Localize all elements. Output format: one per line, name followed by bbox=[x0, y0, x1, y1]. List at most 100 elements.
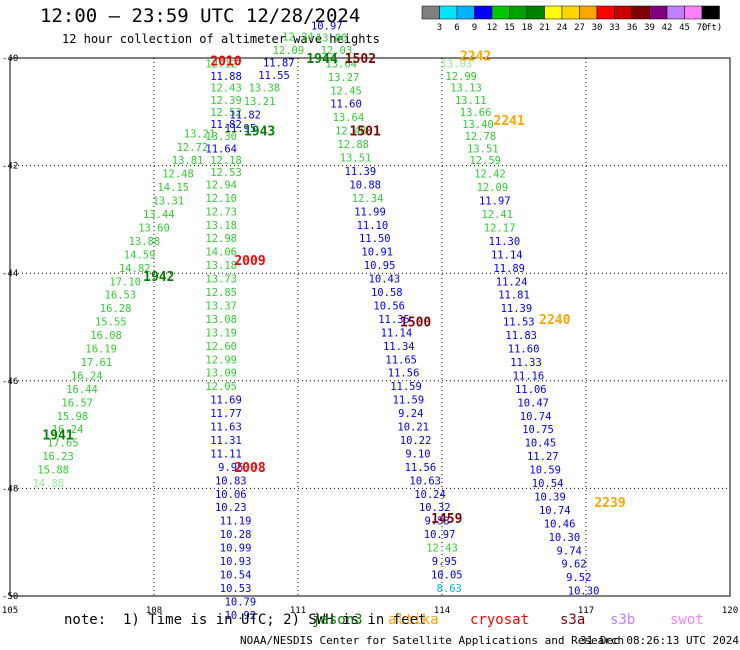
colorbar-swatch bbox=[544, 5, 563, 20]
swh-point-label: 12.24 bbox=[282, 31, 314, 43]
time-label: 2239 bbox=[594, 496, 625, 511]
time-label: 1944 bbox=[306, 52, 337, 67]
swh-point-label: 11.39 bbox=[345, 166, 377, 178]
swh-point-label: 16.08 bbox=[90, 330, 122, 342]
swh-point-label: 11.59 bbox=[390, 381, 422, 393]
swh-point-label: 12.72 bbox=[177, 142, 209, 154]
swh-point-label: 13.51 bbox=[340, 153, 372, 165]
swh-point-label: 10.24 bbox=[414, 489, 446, 501]
swh-point-label: 14.06 bbox=[205, 247, 237, 259]
colorbar-tick-label: 6 bbox=[454, 23, 459, 33]
swh-point-label: 13.66 bbox=[460, 107, 492, 119]
legend-jason3: jason3 bbox=[312, 612, 363, 628]
colorbar-swatch bbox=[649, 5, 668, 20]
colorbar-tick-label: 18 bbox=[522, 23, 533, 33]
time-label: 2010 bbox=[210, 55, 241, 70]
swh-point-label: 12.43 bbox=[426, 543, 458, 555]
swh-point-label: 10.74 bbox=[520, 411, 552, 423]
x-tick-label: 105 bbox=[2, 606, 18, 616]
colorbar-swatch bbox=[526, 5, 545, 20]
swh-point-label: 10.63 bbox=[409, 475, 441, 487]
swh-point-label: 12.43 bbox=[210, 83, 242, 95]
swh-point-label: 12.17 bbox=[484, 222, 516, 234]
swh-point-label: 11.60 bbox=[508, 344, 540, 356]
swh-point-label: 16.24 bbox=[52, 424, 84, 436]
swh-point-label: 13.60 bbox=[138, 222, 170, 234]
swh-point-label: 11.97 bbox=[479, 196, 511, 208]
colorbar-tick-label: 30 bbox=[592, 23, 603, 33]
colorbar-tick-label: 27 bbox=[574, 23, 585, 33]
swh-point-label: 12.99 bbox=[445, 71, 477, 83]
swh-point-label: 13.81 bbox=[172, 155, 204, 167]
swh-point-label: 10.75 bbox=[522, 424, 554, 436]
swh-point-label: 11.27 bbox=[527, 451, 559, 463]
x-tick-label: 114 bbox=[434, 606, 450, 616]
swh-point-label: 17.65 bbox=[47, 438, 79, 450]
swh-point-label: 13.21 bbox=[244, 96, 276, 108]
colorbar-tick-label: 33 bbox=[609, 23, 620, 33]
swh-point-label: 10.54 bbox=[220, 569, 252, 581]
colorbar-tick-label: 3 bbox=[437, 23, 442, 33]
swh-point-label: 11.53 bbox=[503, 317, 535, 329]
colorbar-swatch bbox=[596, 5, 615, 20]
swh-point-label: 12.10 bbox=[205, 193, 237, 205]
swh-point-label: 12.99 bbox=[205, 354, 237, 366]
swh-point-label: 13.11 bbox=[455, 95, 487, 107]
swh-point-label: 10.46 bbox=[544, 518, 576, 530]
legend-cryosat: cryosat bbox=[470, 612, 530, 628]
time-label: 2009 bbox=[234, 254, 265, 269]
legend-altika: altika bbox=[388, 612, 439, 628]
swh-point-label: 11.39 bbox=[501, 303, 533, 315]
y-tick-label: -42 bbox=[2, 162, 18, 172]
swh-point-label: 11.50 bbox=[359, 233, 391, 245]
swh-point-label: 8.63 bbox=[437, 583, 462, 595]
swh-point-label: 10.21 bbox=[397, 422, 429, 434]
legend-s3a: s3a bbox=[560, 612, 586, 628]
swh-point-label: 9.74 bbox=[557, 545, 582, 557]
swh-point-label: 11.83 bbox=[505, 330, 537, 342]
swh-point-label: 16.24 bbox=[71, 370, 103, 382]
swh-point-label: 15.88 bbox=[37, 465, 69, 477]
swh-point-label: 11.56 bbox=[405, 462, 437, 474]
swh-point-label: 10.32 bbox=[419, 502, 451, 514]
swh-point-label: 11.19 bbox=[220, 516, 252, 528]
swh-point-label: 11.11 bbox=[210, 448, 242, 460]
swh-point-label: 11.14 bbox=[381, 327, 413, 339]
swh-point-label: 16.53 bbox=[105, 290, 137, 302]
swh-point-label: 11.59 bbox=[393, 395, 425, 407]
colorbar-swatch bbox=[701, 5, 720, 20]
swh-point-label: 12.78 bbox=[465, 131, 497, 143]
swh-point-label: 13.09 bbox=[205, 368, 237, 380]
swh-point-label: 12.34 bbox=[352, 193, 384, 205]
y-tick-label: -40 bbox=[2, 54, 18, 64]
swh-point-label: 10.23 bbox=[215, 502, 247, 514]
swh-point-label: 11.35 bbox=[378, 314, 410, 326]
colorbar-swatch bbox=[509, 5, 528, 20]
swh-point-label: 13.31 bbox=[153, 196, 185, 208]
time-label: 2240 bbox=[539, 313, 570, 328]
swh-point-label: 11.31 bbox=[210, 435, 242, 447]
time-label: 2008 bbox=[234, 461, 265, 476]
footer-timestamp: 31 Dec 08:26:13 UTC 2024 bbox=[580, 634, 739, 647]
colorbar-swatch bbox=[684, 5, 703, 20]
colorbar-swatch bbox=[439, 5, 458, 20]
swh-point-label: 13.38 bbox=[249, 83, 281, 95]
colorbar-swatch bbox=[579, 5, 598, 20]
swh-point-label: 11.88 bbox=[210, 71, 242, 83]
colorbar-tick-label: 21 bbox=[539, 23, 550, 33]
colorbar-swatch bbox=[456, 5, 475, 20]
swh-point-label: 13.08 bbox=[205, 314, 237, 326]
colorbar-tick-label: 45 bbox=[679, 23, 690, 33]
swh-point-label: 10.83 bbox=[215, 475, 247, 487]
swh-point-label: 13.44 bbox=[143, 209, 175, 221]
swh-point-label: 13.27 bbox=[328, 72, 360, 84]
swh-point-label: 13.64 bbox=[333, 112, 365, 124]
swh-point-label: 12.88 bbox=[337, 139, 369, 151]
colorbar-tick-label: 12 bbox=[487, 23, 498, 33]
swh-point-label: 9.10 bbox=[405, 448, 430, 460]
swh-point-label: 15.98 bbox=[57, 411, 89, 423]
time-label: 1502 bbox=[345, 52, 376, 67]
time-label: 1501 bbox=[350, 125, 381, 140]
swh-point-label: 13.13 bbox=[450, 83, 482, 95]
swh-point-label: 12.09 bbox=[273, 45, 305, 57]
